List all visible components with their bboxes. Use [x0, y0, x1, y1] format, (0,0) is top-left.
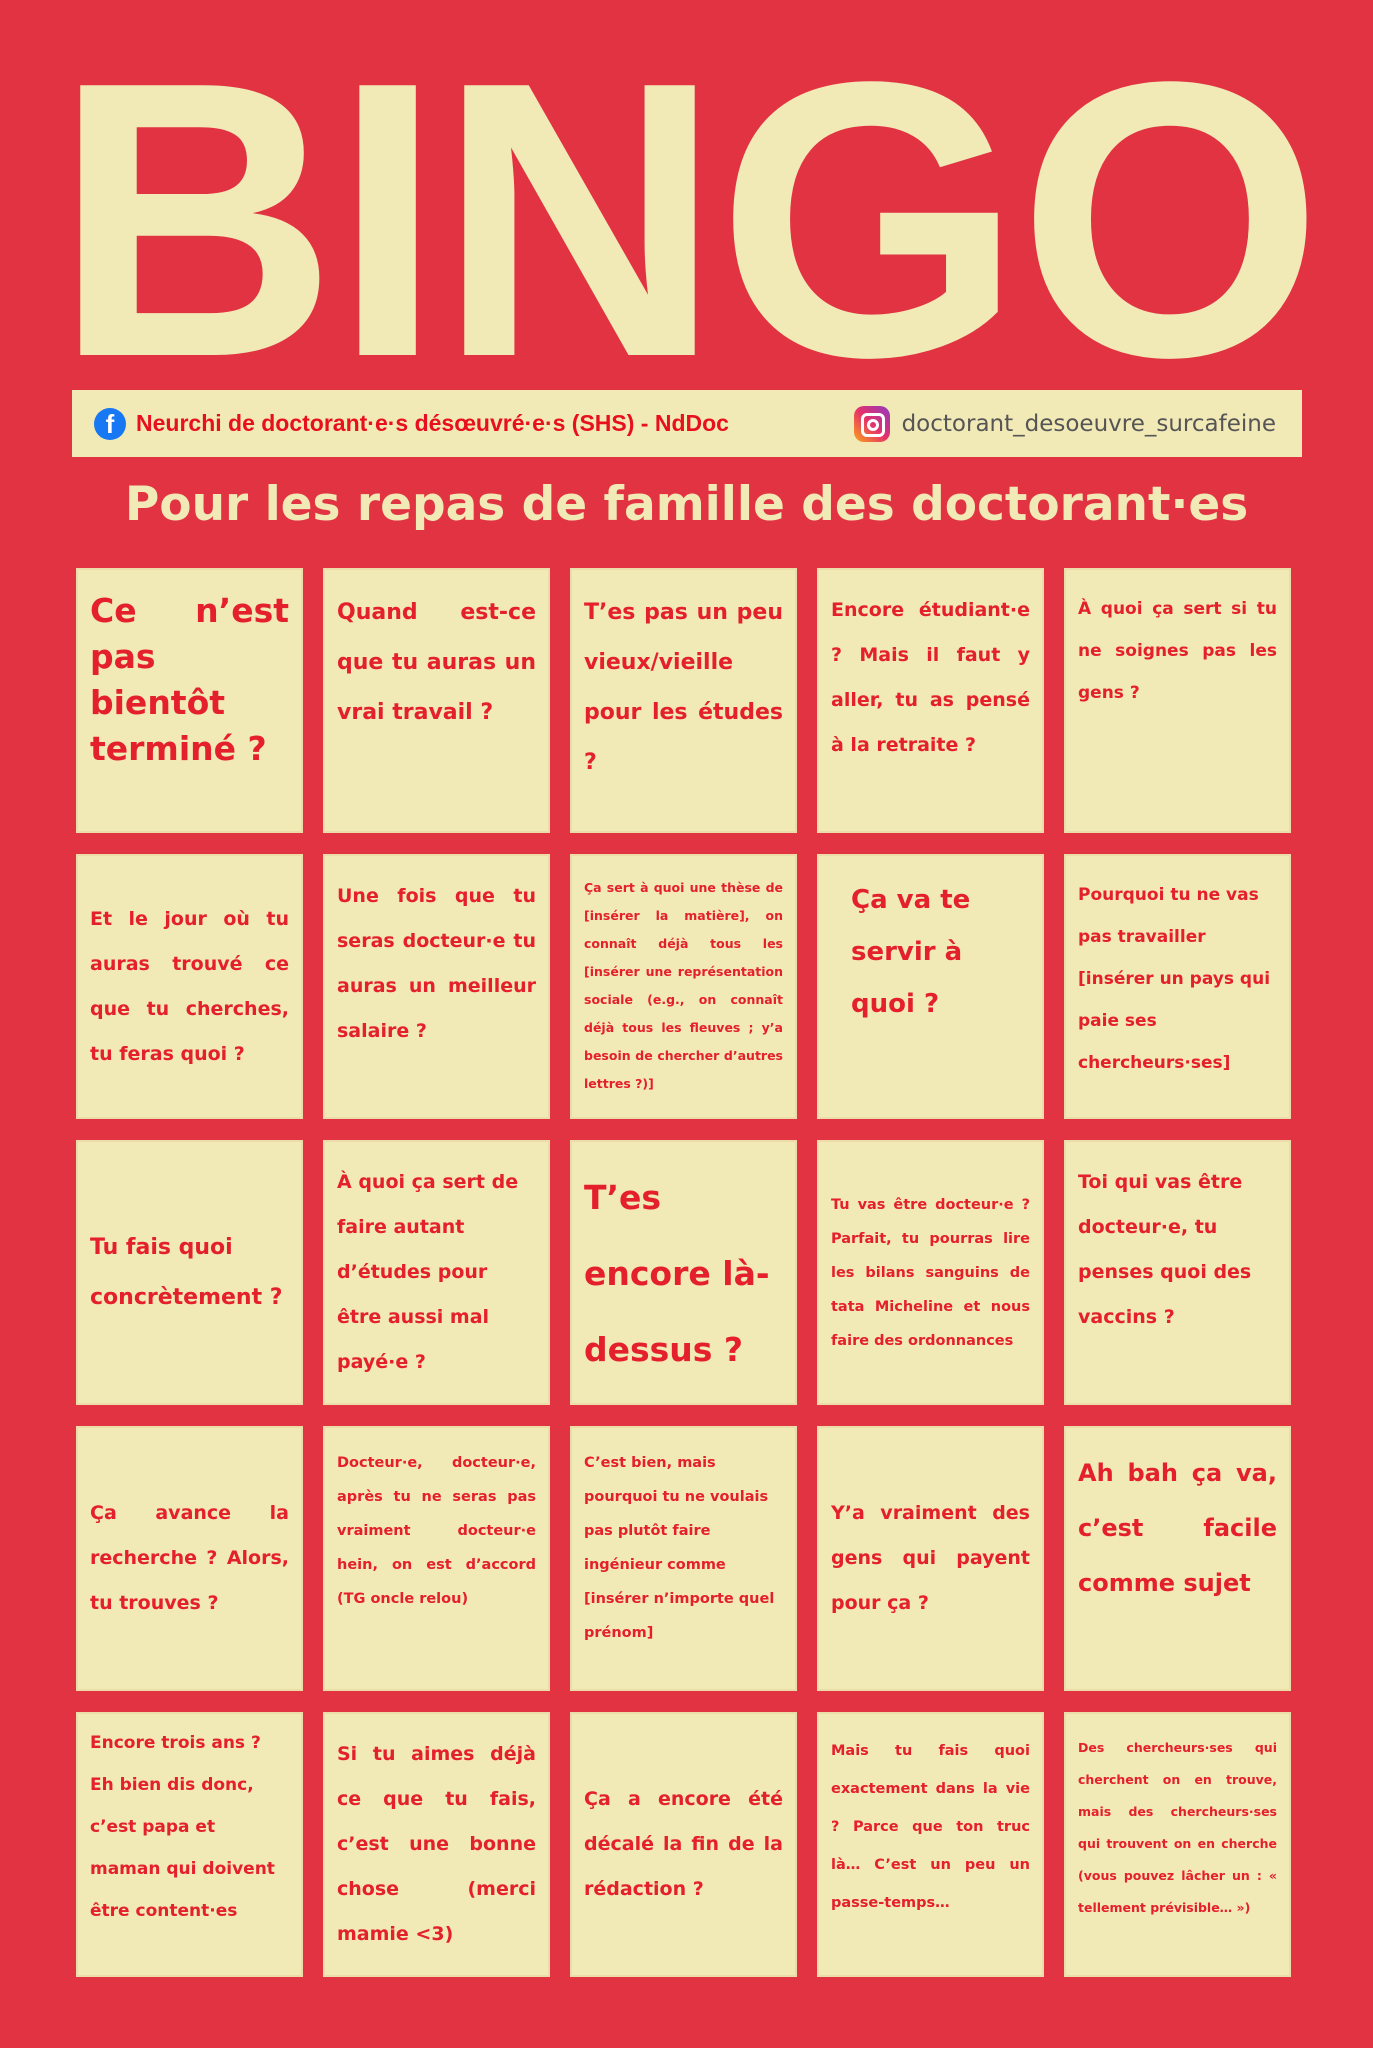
cell-text: Pourquoi tu ne vas pas travailler [insér…: [1078, 885, 1271, 1073]
bingo-cell[interactable]: Quand est-ce que tu auras un vrai travai…: [323, 568, 550, 833]
bingo-cell[interactable]: Si tu aimes déjà ce que tu fais, c’est u…: [323, 1712, 550, 1977]
cell-text: Quand est-ce que tu auras un vrai travai…: [337, 600, 536, 725]
cell-text: Toi qui vas être docteur·e, tu penses qu…: [1078, 1171, 1252, 1328]
cell-text: T’es pas un peu vieux/vieille pour les é…: [584, 600, 783, 775]
bingo-cell[interactable]: Docteur·e, docteur·e, après tu ne seras …: [323, 1426, 550, 1691]
instagram-link[interactable]: doctorant_desoeuvre_surcafeine: [853, 405, 1276, 442]
cell-text: Une fois que tu seras docteur·e tu auras…: [337, 885, 536, 1042]
bingo-cell[interactable]: Encore trois ans ? Eh bien dis donc, c’e…: [76, 1712, 303, 1977]
cell-text: Si tu aimes déjà ce que tu fais, c’est u…: [337, 1743, 536, 1945]
social-banner: f Neurchi de doctorant·e·s désœuvré·e·s …: [72, 390, 1302, 457]
subtitle: Pour les repas de famille des doctorant·…: [124, 477, 1249, 532]
cell-text: Ça avance la recherche ? Alors, tu trouv…: [90, 1502, 289, 1614]
cell-text: Ça a encore été décalé la fin de la réda…: [584, 1788, 783, 1900]
cell-text: Tu vas être docteur·e ? Parfait, tu pour…: [831, 1196, 1030, 1349]
cell-text: Des chercheurs·ses qui cherchent on en t…: [1078, 1740, 1277, 1915]
bingo-cell[interactable]: Des chercheurs·ses qui cherchent on en t…: [1064, 1712, 1291, 1977]
bingo-cell[interactable]: Mais tu fais quoi exactement dans la vie…: [817, 1712, 1044, 1977]
cell-text: À quoi ça sert de faire autant d’études …: [337, 1171, 519, 1373]
cell-text: Y’a vraiment des gens qui payent pour ça…: [831, 1502, 1030, 1614]
bingo-cell[interactable]: Une fois que tu seras docteur·e tu auras…: [323, 854, 550, 1119]
bingo-cell[interactable]: Toi qui vas être docteur·e, tu penses qu…: [1064, 1140, 1291, 1405]
instagram-icon: [853, 405, 890, 442]
cell-text: Encore étudiant·e ? Mais il faut y aller…: [831, 599, 1030, 756]
cell-text: C’est bien, mais pourquoi tu ne voulais …: [584, 1455, 775, 1641]
cell-text: T’es encore là-dessus ?: [584, 1178, 770, 1369]
bingo-cell[interactable]: Et le jour où tu auras trouvé ce que tu …: [76, 854, 303, 1119]
cell-text: Et le jour où tu auras trouvé ce que tu …: [90, 907, 289, 1065]
cell-text: Ça sert à quoi une thèse de [insérer la …: [584, 880, 783, 1091]
bingo-cell[interactable]: Ça va te servir à quoi ?: [817, 854, 1044, 1119]
bingo-cell[interactable]: Y’a vraiment des gens qui payent pour ça…: [817, 1426, 1044, 1691]
bingo-cell[interactable]: Ça avance la recherche ? Alors, tu trouv…: [76, 1426, 303, 1691]
bingo-title: BINGO: [54, 1, 1323, 439]
cell-text: À quoi ça sert si tu ne soignes pas les …: [1078, 599, 1277, 703]
bingo-cell[interactable]: Tu vas être docteur·e ? Parfait, tu pour…: [817, 1140, 1044, 1405]
bingo-cell[interactable]: Ça sert à quoi une thèse de [insérer la …: [570, 854, 797, 1119]
bingo-cell[interactable]: T’es pas un peu vieux/vieille pour les é…: [570, 568, 797, 833]
cell-text: Ça va te servir à quoi ?: [851, 885, 971, 1019]
bingo-cell[interactable]: Ça a encore été décalé la fin de la réda…: [570, 1712, 797, 1977]
facebook-link[interactable]: f Neurchi de doctorant·e·s désœuvré·e·s …: [94, 407, 729, 440]
bingo-cell[interactable]: C’est bien, mais pourquoi tu ne voulais …: [570, 1426, 797, 1691]
cell-text: Ce n’est pas bientôt terminé ?: [90, 591, 289, 768]
cell-text: Tu fais quoi concrètement ?: [90, 1234, 283, 1310]
bingo-cell[interactable]: Ah bah ça va, c’est facile comme sujet: [1064, 1426, 1291, 1691]
bingo-cell[interactable]: Encore étudiant·e ? Mais il faut y aller…: [817, 568, 1044, 833]
cell-text: Mais tu fais quoi exactement dans la vie…: [831, 1743, 1030, 1911]
bingo-cell[interactable]: Ce n’est pas bientôt terminé ?: [76, 568, 303, 833]
bingo-cell[interactable]: À quoi ça sert si tu ne soignes pas les …: [1064, 568, 1291, 833]
cell-text: Encore trois ans ? Eh bien dis donc, c’e…: [90, 1733, 275, 1921]
cell-text: Docteur·e, docteur·e, après tu ne seras …: [337, 1455, 536, 1607]
bingo-grid: Ce n’est pas bientôt terminé ? Quand est…: [76, 568, 1291, 1977]
bingo-cell[interactable]: Pourquoi tu ne vas pas travailler [insér…: [1064, 854, 1291, 1119]
cell-text: Ah bah ça va, c’est facile comme sujet: [1078, 1459, 1277, 1597]
bingo-cell[interactable]: Tu fais quoi concrètement ?: [76, 1140, 303, 1405]
facebook-icon: f: [94, 407, 126, 440]
bingo-cell[interactable]: À quoi ça sert de faire autant d’études …: [323, 1140, 550, 1405]
bingo-cell[interactable]: T’es encore là-dessus ?: [570, 1140, 797, 1405]
facebook-group-name: Neurchi de doctorant·e·s désœuvré·e·s (S…: [136, 410, 729, 436]
instagram-handle: doctorant_desoeuvre_surcafeine: [901, 410, 1276, 437]
